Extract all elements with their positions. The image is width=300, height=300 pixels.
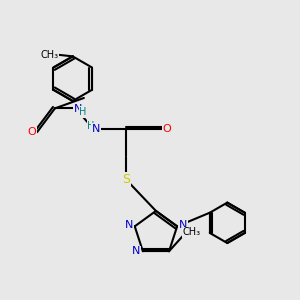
Text: N: N	[92, 124, 100, 134]
Text: O: O	[27, 127, 36, 137]
Text: N: N	[124, 220, 133, 230]
Text: O: O	[163, 124, 172, 134]
Text: CH₃: CH₃	[182, 227, 200, 237]
Text: N: N	[74, 104, 82, 114]
Text: H: H	[80, 107, 87, 117]
Text: N: N	[179, 220, 187, 230]
Text: S: S	[122, 173, 130, 186]
Text: H: H	[88, 121, 95, 130]
Text: N: N	[132, 246, 140, 256]
Text: CH₃: CH₃	[40, 50, 58, 60]
